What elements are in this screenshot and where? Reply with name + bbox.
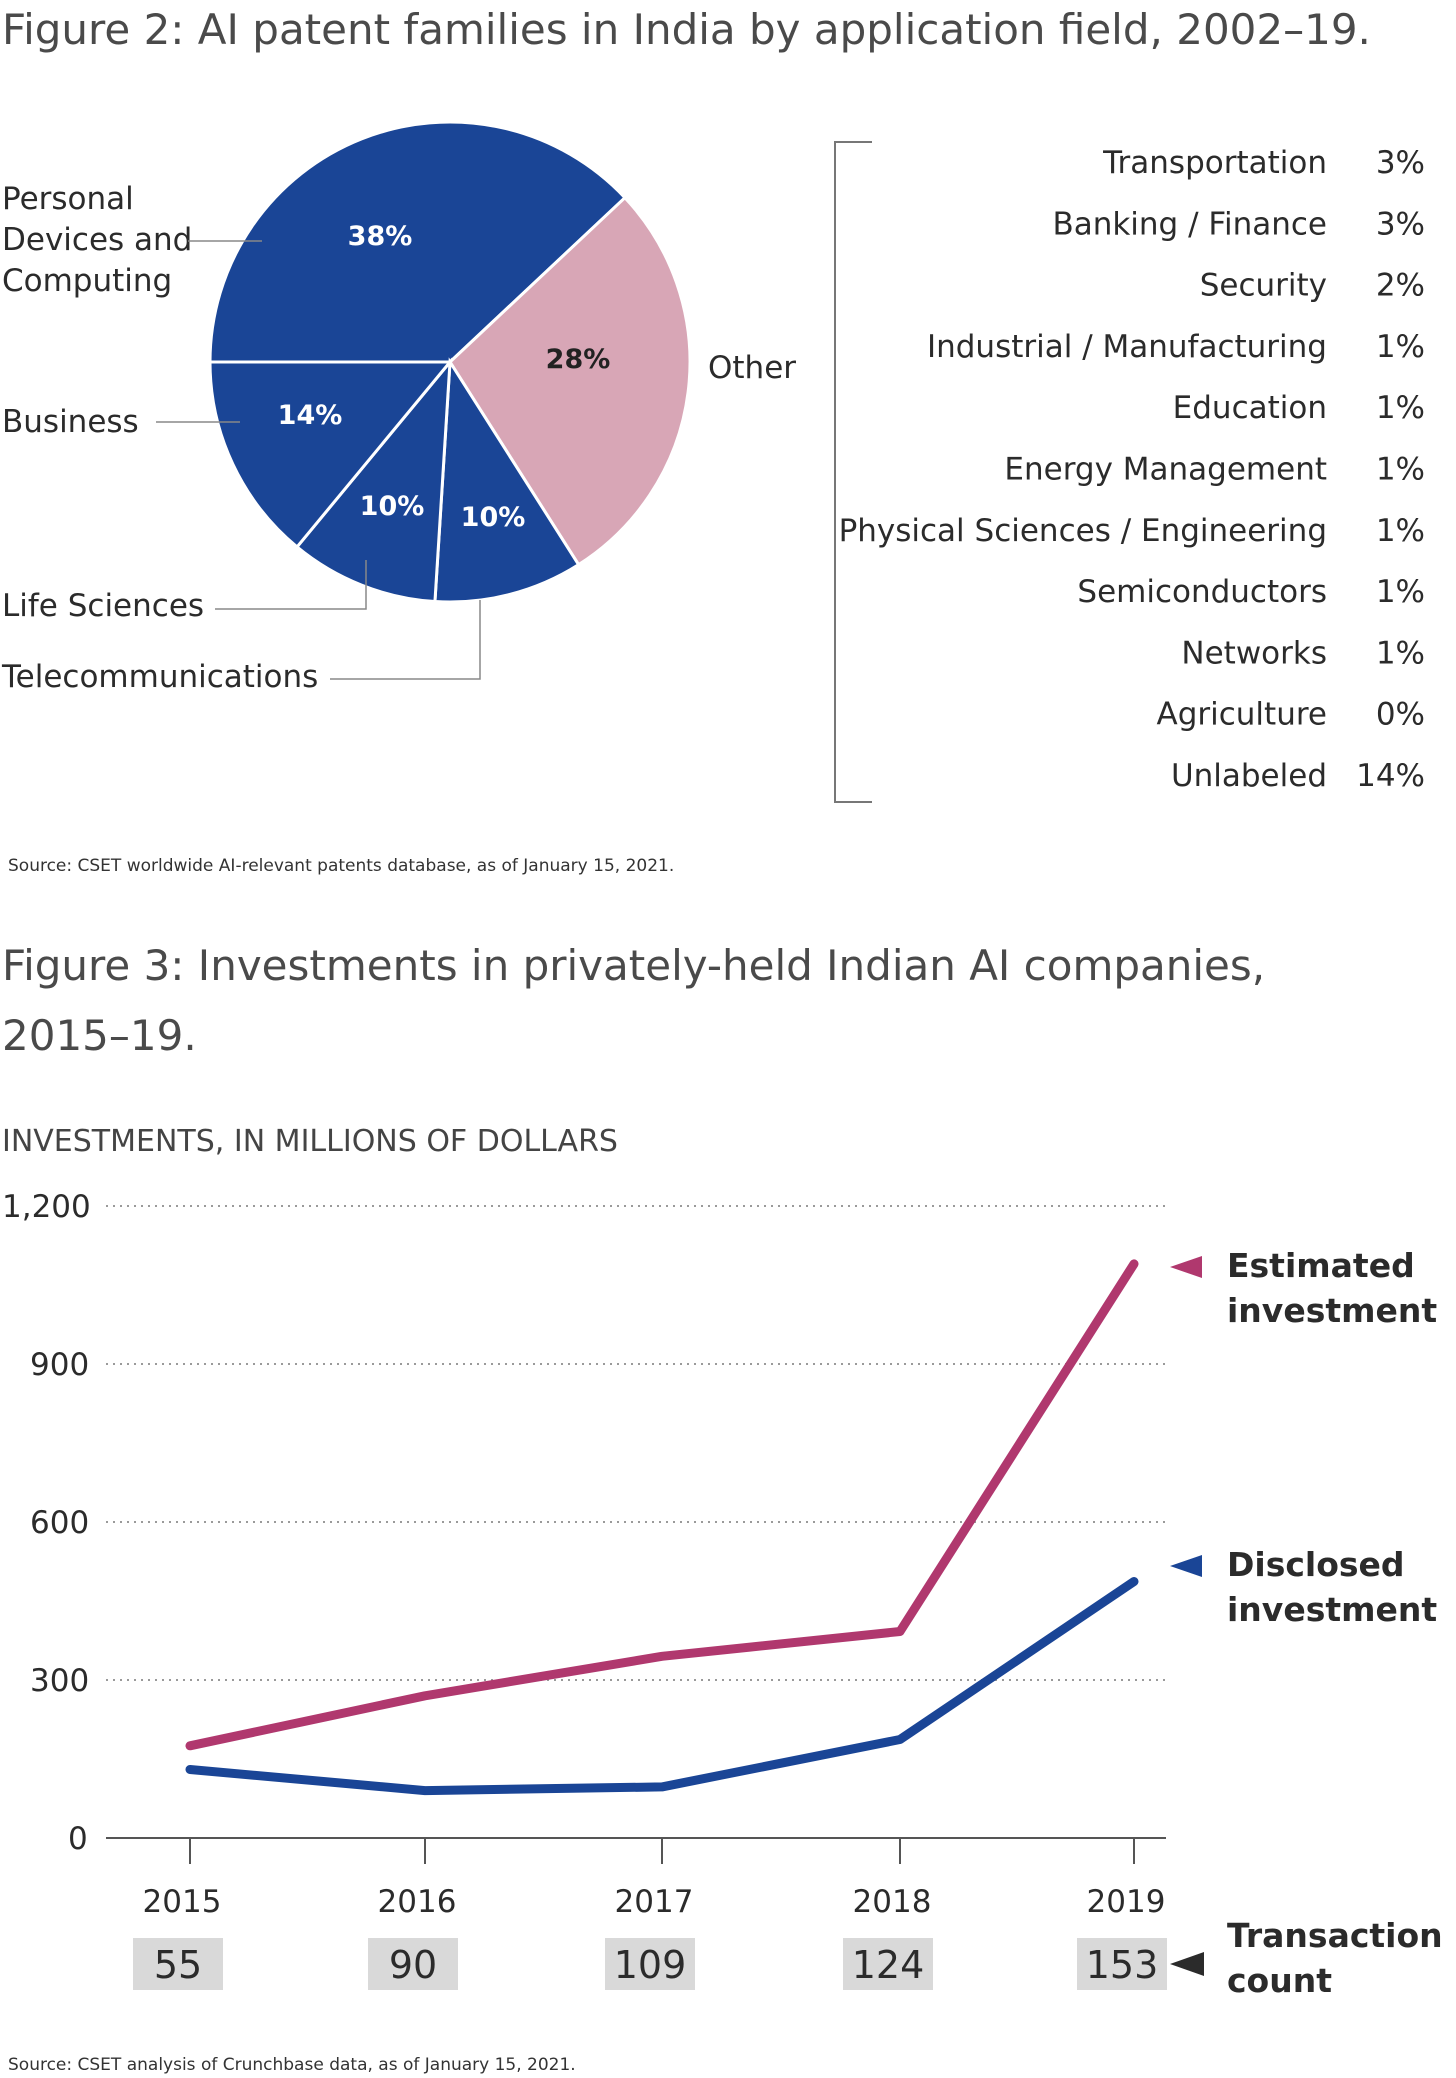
- other-item-label: Industrial / Manufacturing: [927, 329, 1327, 365]
- y-tick-label: 900: [30, 1347, 89, 1383]
- other-item-label: Transportation: [1102, 145, 1327, 181]
- series-line-disclosed-investment: [185, 1577, 1139, 1796]
- series-point: [189, 1768, 191, 1771]
- pie-category-label: Devices and: [2, 222, 192, 258]
- pie-value-label: 10%: [360, 491, 425, 522]
- x-tick-label: 2015: [143, 1884, 222, 1920]
- series-point: [899, 1630, 901, 1633]
- figure3-title-line1: Figure 3: Investments in privately-held …: [2, 941, 1265, 990]
- pie-slice-business: [208, 360, 454, 550]
- y-tick-label: 0: [68, 1821, 88, 1857]
- other-item-label: Networks: [1181, 635, 1327, 671]
- other-item-label: Security: [1200, 268, 1327, 304]
- other-item-label: Agriculture: [1157, 697, 1328, 733]
- other-item-value: 1%: [1376, 329, 1425, 365]
- transaction-count-value: 109: [614, 1943, 687, 1987]
- transaction-count-box: [605, 1938, 695, 1990]
- transaction-count-label: Transaction: [1227, 1916, 1443, 1955]
- other-item-label: Semiconductors: [1077, 574, 1327, 610]
- series-point: [1133, 1580, 1135, 1583]
- pie-slice-personal-devices-and-computing: [208, 120, 628, 364]
- pie-value-label: 14%: [278, 400, 343, 431]
- other-item-value: 1%: [1376, 635, 1425, 671]
- other-item-label: Unlabeled: [1171, 758, 1327, 794]
- pie-slice-other: [448, 195, 692, 567]
- leader-line: [215, 560, 367, 610]
- pie-value-label: 38%: [348, 221, 413, 252]
- transaction-count-value: 124: [852, 1943, 925, 1987]
- other-item-value: 1%: [1376, 452, 1425, 488]
- pie-category-label: Life Sciences: [2, 588, 204, 624]
- legend-pointer-icon: [1170, 1256, 1202, 1278]
- x-tick-label: 2019: [1087, 1884, 1166, 1920]
- figure2-source: Source: CSET worldwide AI-relevant paten…: [8, 856, 674, 876]
- series-point: [661, 1785, 663, 1788]
- y-tick-label: 300: [30, 1663, 89, 1699]
- other-breakdown-list: Transportation 3% Banking / Finance 3% Secur…: [839, 145, 1425, 794]
- other-item-value: 3%: [1376, 206, 1425, 242]
- series-legend-label: investment: [1227, 1590, 1437, 1629]
- pie-category-label: Personal: [2, 181, 134, 217]
- series-point: [661, 1655, 663, 1658]
- series-legend-label: investment: [1227, 1291, 1437, 1330]
- series-point: [1133, 1262, 1135, 1265]
- figure2-title: Figure 2: AI patent families in India by…: [2, 5, 1371, 54]
- figure3-source: Source: CSET analysis of Crunchbase data…: [8, 2055, 576, 2075]
- figure3-title-line2: 2015–19.: [2, 1011, 197, 1060]
- pie-category-label: Computing: [2, 263, 172, 299]
- y-axis-title: INVESTMENTS, IN MILLIONS OF DOLLARS: [2, 1124, 618, 1159]
- y-tick-label: 600: [30, 1505, 89, 1541]
- transaction-count-box: [1077, 1938, 1167, 1990]
- pie-chart: 38% 28% 10% 10% 14% Personal Devices and Comput…: [1, 120, 796, 695]
- other-item-value: 1%: [1376, 513, 1425, 549]
- transaction-count-value: 153: [1086, 1943, 1159, 1987]
- other-item-label: Banking / Finance: [1052, 206, 1327, 242]
- other-item-label: Physical Sciences / Engineering: [839, 513, 1327, 549]
- pie-value-label: 10%: [461, 502, 526, 533]
- transaction-count-box: [843, 1938, 933, 1990]
- x-tick-label: 2018: [853, 1884, 932, 1920]
- series-legend-label: Estimated: [1227, 1246, 1415, 1285]
- series-point: [424, 1694, 426, 1697]
- series-point: [189, 1744, 191, 1747]
- x-tick-label: 2016: [378, 1884, 457, 1920]
- pie-slice-telecommunications: [433, 357, 581, 604]
- other-item-value: 2%: [1376, 268, 1425, 304]
- transaction-count-box: [368, 1938, 458, 1990]
- transaction-count-value: 90: [389, 1943, 437, 1987]
- x-tick-label: 2017: [615, 1884, 694, 1920]
- pie-category-label: Business: [2, 404, 139, 440]
- transaction-count-label: count: [1227, 1961, 1332, 2000]
- other-item-label: Energy Management: [1004, 452, 1327, 488]
- line-chart: 0 300 600 900 1,200 2015 2016 2017 2018 2019 Estim…: [2, 1189, 1443, 2000]
- pie-slice-life-sciences: [294, 357, 452, 604]
- series-legend-label: Disclosed: [1227, 1545, 1405, 1584]
- transaction-count-value: 55: [154, 1943, 202, 1987]
- other-item-value: 0%: [1376, 697, 1425, 733]
- pie-category-label: Telecommunications: [1, 659, 318, 695]
- pie-value-label: 28%: [546, 344, 611, 375]
- other-item-value: 14%: [1356, 758, 1425, 794]
- other-item-label: Education: [1173, 390, 1327, 426]
- other-bracket: [834, 141, 872, 803]
- y-tick-label: 1,200: [2, 1189, 91, 1225]
- transaction-count-pointer-icon: [1170, 1952, 1204, 1976]
- legend-pointer-icon: [1170, 1555, 1202, 1577]
- series-point: [899, 1738, 901, 1741]
- other-item-value: 1%: [1376, 390, 1425, 426]
- pie-category-label: Other: [708, 350, 796, 386]
- other-item-value: 3%: [1376, 145, 1425, 181]
- leader-line: [330, 600, 481, 680]
- transaction-count-box: [133, 1938, 223, 1990]
- series-point: [424, 1789, 426, 1792]
- other-item-value: 1%: [1376, 574, 1425, 610]
